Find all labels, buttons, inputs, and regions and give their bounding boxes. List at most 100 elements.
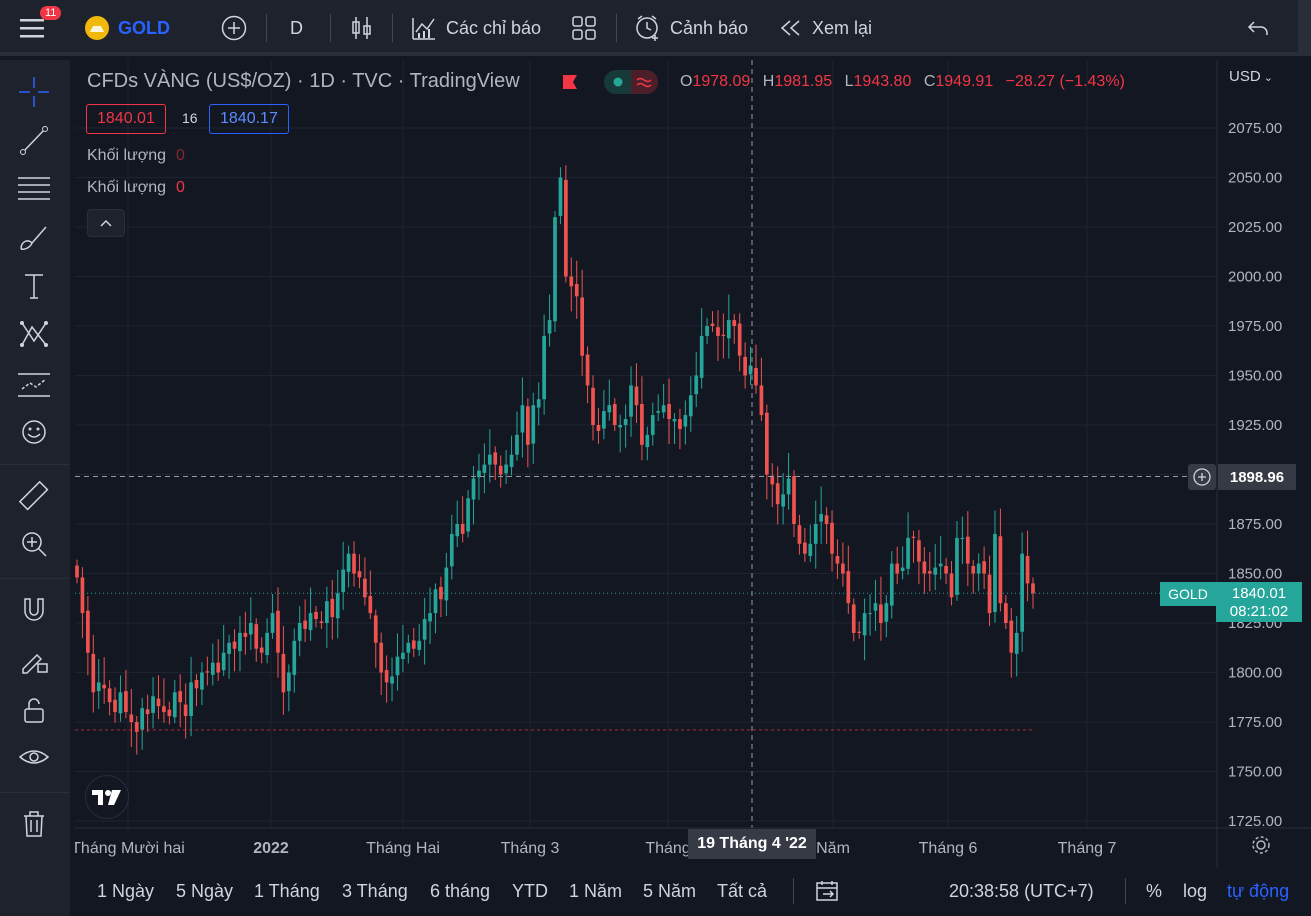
candle-body[interactable]	[248, 623, 253, 635]
candle-body[interactable]	[129, 714, 134, 722]
candle-body[interactable]	[857, 631, 862, 633]
compare-button[interactable]	[220, 0, 248, 56]
candle-body[interactable]	[357, 571, 362, 578]
candle-body[interactable]	[439, 586, 443, 600]
candle-body[interactable]	[80, 577, 85, 614]
candle-body[interactable]	[1014, 632, 1019, 654]
candle-body[interactable]	[1009, 620, 1014, 653]
candle-body[interactable]	[906, 537, 910, 569]
log-scale-button[interactable]: log	[1183, 880, 1208, 901]
candle-body[interactable]	[656, 411, 661, 413]
magnet-tool[interactable]	[16, 592, 52, 628]
candle-body[interactable]	[683, 415, 688, 427]
indicators-button[interactable]: Các chỉ báo	[410, 0, 541, 56]
candle-body[interactable]	[612, 404, 617, 425]
candle-body[interactable]	[145, 709, 150, 715]
candle-body[interactable]	[841, 563, 845, 574]
candle-body[interactable]	[325, 601, 329, 623]
candle-body[interactable]	[580, 297, 585, 356]
candle-body[interactable]	[819, 514, 824, 522]
candle-body[interactable]	[591, 387, 595, 425]
candle-body[interactable]	[346, 553, 351, 572]
candle-body[interactable]	[520, 405, 525, 433]
candle-body[interactable]	[162, 706, 166, 713]
fib-tool[interactable]	[16, 170, 52, 206]
candle-body[interactable]	[444, 567, 449, 601]
candle-body[interactable]	[270, 613, 275, 633]
alerts-button[interactable]: Cảnh báo	[634, 0, 748, 56]
symbol-search-button[interactable]: GOLD	[84, 0, 170, 56]
candle-body[interactable]	[265, 632, 269, 656]
candle-body[interactable]	[91, 653, 96, 693]
candle-body[interactable]	[482, 464, 487, 473]
candle-body[interactable]	[113, 699, 117, 713]
candle-body[interactable]	[373, 615, 378, 643]
candle-body[interactable]	[640, 404, 644, 445]
candle-body[interactable]	[884, 603, 889, 622]
candle-body[interactable]	[194, 680, 199, 689]
candle-body[interactable]	[596, 425, 601, 431]
candle-body[interactable]	[830, 522, 834, 554]
candle-body[interactable]	[699, 335, 704, 378]
brush-tool[interactable]	[16, 220, 52, 256]
candle-body[interactable]	[716, 327, 720, 336]
candle-body[interactable]	[737, 323, 742, 356]
candle-body[interactable]	[938, 563, 943, 567]
interval-button[interactable]: D	[290, 17, 303, 38]
crosshair-tool[interactable]	[16, 74, 52, 110]
candle-body[interactable]	[868, 613, 872, 615]
candle-body[interactable]	[276, 610, 280, 653]
candle-body[interactable]	[873, 603, 878, 611]
candle-body[interactable]	[1003, 603, 1008, 623]
candle-body[interactable]	[764, 412, 769, 475]
market-status-pill[interactable]	[604, 70, 658, 94]
candle-body[interactable]	[379, 642, 384, 673]
candle-body[interactable]	[178, 691, 183, 703]
candle-body[interactable]	[553, 217, 557, 322]
candle-body[interactable]	[183, 704, 188, 717]
candle-body[interactable]	[330, 598, 335, 618]
candle-body[interactable]	[694, 375, 699, 395]
candle-body[interactable]	[422, 619, 427, 640]
candle-body[interactable]	[525, 406, 530, 445]
candle-body[interactable]	[118, 692, 123, 714]
candle-body[interactable]	[238, 632, 242, 652]
range-button-5d[interactable]: 5 Ngày	[176, 880, 234, 901]
candle-body[interactable]	[824, 515, 829, 524]
candle-body[interactable]	[189, 682, 193, 717]
candle-body[interactable]	[542, 335, 546, 400]
candle-body[interactable]	[86, 610, 90, 653]
candle-body[interactable]	[200, 672, 204, 690]
candle-body[interactable]	[927, 571, 932, 574]
candle-body[interactable]	[254, 624, 259, 649]
candle-body[interactable]	[303, 620, 307, 629]
candle-body[interactable]	[743, 356, 747, 376]
candle-body[interactable]	[172, 692, 177, 718]
candle-body[interactable]	[216, 662, 221, 673]
candle-body[interactable]	[792, 476, 796, 524]
candle-body[interactable]	[124, 691, 128, 713]
candle-body[interactable]	[384, 670, 389, 683]
candle-body[interactable]	[232, 641, 237, 649]
candle-body[interactable]	[987, 574, 992, 614]
price-scale[interactable]	[1217, 60, 1311, 828]
candle-body[interactable]	[509, 454, 514, 467]
candle-body[interactable]	[862, 613, 867, 636]
candle-body[interactable]	[558, 177, 563, 216]
candle-body[interactable]	[363, 578, 367, 598]
candle-body[interactable]	[895, 563, 900, 574]
candle-body[interactable]	[781, 494, 785, 507]
layouts-button[interactable]	[571, 0, 597, 56]
range-button-1m[interactable]: 1 Tháng	[254, 880, 320, 901]
candle-body[interactable]	[955, 537, 959, 595]
candle-body[interactable]	[205, 671, 210, 673]
candle-body[interactable]	[797, 525, 802, 544]
candle-body[interactable]	[835, 556, 840, 564]
candle-body[interactable]	[678, 419, 682, 429]
candle-body[interactable]	[629, 385, 633, 417]
candle-body[interactable]	[466, 498, 470, 532]
menu-button[interactable]	[18, 0, 48, 56]
timezone-clock[interactable]: 20:38:58 (UTC+7)	[949, 880, 1094, 901]
range-button-6m[interactable]: 6 tháng	[430, 880, 491, 901]
candle-body[interactable]	[515, 434, 519, 455]
